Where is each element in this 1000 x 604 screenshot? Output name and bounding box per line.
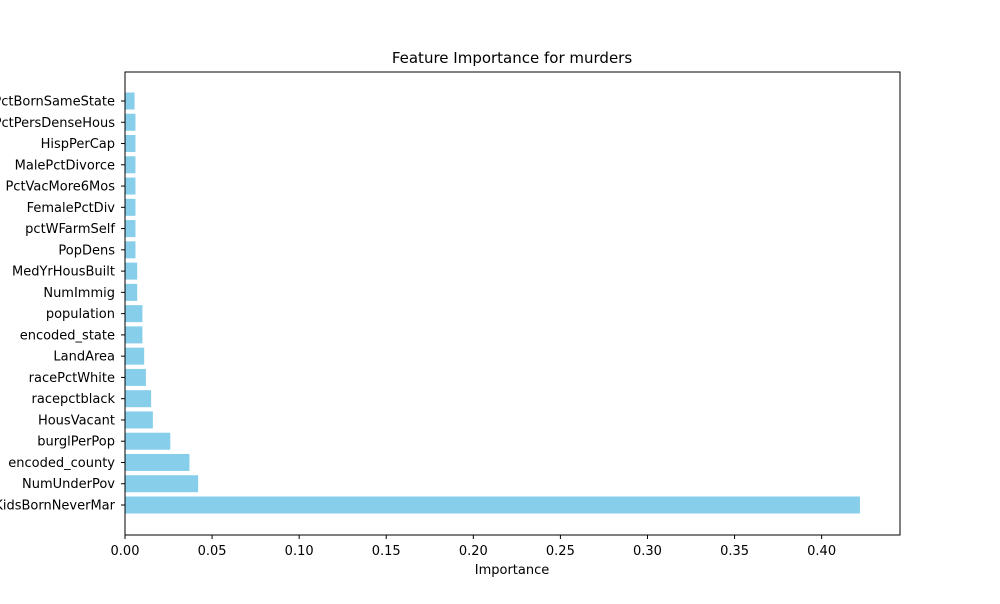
bar-racepctwhite	[125, 368, 146, 386]
bar-landarea	[125, 347, 145, 365]
bar-pctkidsbornnevermar	[125, 496, 860, 514]
y-tick-label: PctBornSameState	[0, 95, 115, 110]
bar-population	[125, 305, 143, 323]
bar-medyrhousbuilt	[125, 262, 138, 280]
y-tick-label: encoded_county	[8, 456, 115, 471]
y-tick-label: PopDens	[58, 243, 115, 258]
x-tick-label: 0.15	[372, 544, 401, 559]
y-tick-label: PctKidsBornNeverMar	[0, 499, 116, 514]
y-tick-label: racePctWhite	[29, 371, 115, 386]
bar-pctbornsamestate	[125, 92, 135, 110]
x-tick-label: 0.40	[807, 544, 836, 559]
y-tick-label: FemalePctDiv	[27, 201, 116, 216]
y-tick-label: pctWFarmSelf	[25, 222, 115, 237]
x-tick-label: 0.25	[546, 544, 575, 559]
chart-title: Feature Importance for murders	[392, 49, 633, 67]
bar-encoded-county	[125, 453, 190, 471]
bar-pctvacmore6mos	[125, 177, 136, 195]
bar-housvacant	[125, 411, 153, 429]
y-tick-label: MalePctDivorce	[15, 158, 115, 173]
bar-burglperpop	[125, 432, 171, 450]
x-tick-label: 0.05	[198, 544, 227, 559]
y-tick-label: MedYrHousBuilt	[12, 265, 115, 280]
bar-malepctdivorce	[125, 156, 136, 174]
plot-frame	[124, 71, 901, 536]
x-axis-title: Importance	[475, 563, 550, 578]
bar-femalepctdiv	[125, 198, 136, 216]
y-tick-label: LandArea	[53, 350, 115, 365]
y-tick-label: NumImmig	[43, 286, 115, 301]
x-tick-label: 0.10	[285, 544, 314, 559]
bar-popdens	[125, 241, 136, 259]
y-tick-label: HispPerCap	[41, 137, 115, 152]
y-tick-label: encoded_state	[20, 328, 115, 343]
x-tick-label: 0.20	[459, 544, 488, 559]
x-tick-label: 0.35	[720, 544, 749, 559]
ticks-layer: PctKidsBornNeverMar NumUnderPov encoded_co…	[0, 95, 836, 560]
y-tick-label: NumUnderPov	[22, 477, 115, 492]
y-tick-label: PctVacMore6Mos	[5, 180, 115, 195]
bars-layer	[125, 92, 860, 514]
bar-encoded-state	[125, 326, 143, 344]
bar-racepctblack	[125, 390, 152, 408]
y-tick-label: racepctblack	[32, 392, 116, 407]
y-tick-label: HousVacant	[38, 413, 115, 428]
bar-pctpersdensehous	[125, 113, 136, 131]
bar-hisppercap	[125, 135, 136, 153]
x-tick-label: 0.00	[111, 544, 140, 559]
y-tick-label: burglPerPop	[37, 435, 115, 450]
bar-pctwfarmself	[125, 220, 136, 238]
x-tick-label: 0.30	[633, 544, 662, 559]
bar-numimmig	[125, 283, 138, 301]
bar-numunderpov	[125, 475, 199, 493]
y-tick-label: population	[46, 307, 115, 322]
y-tick-label: PctPersDenseHous	[0, 116, 115, 131]
